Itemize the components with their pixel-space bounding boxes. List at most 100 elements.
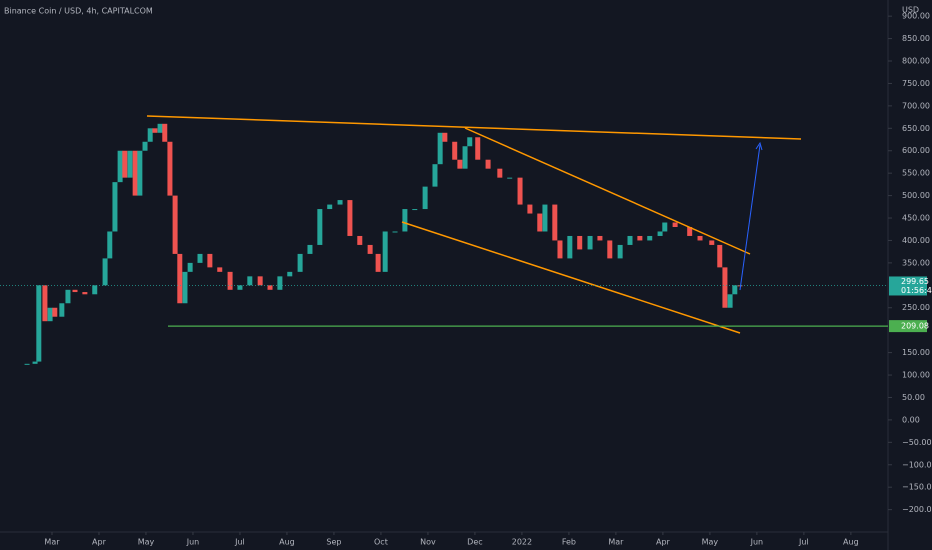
y-tick-label: 800.00 [902, 57, 930, 66]
x-tick-label: May [138, 538, 155, 547]
candle [457, 159, 463, 169]
support-label: 209.08 [901, 322, 929, 331]
candle [732, 285, 738, 295]
candle [672, 222, 678, 227]
x-tick-label: Mar [608, 538, 624, 547]
y-tick-label: 350.00 [902, 258, 930, 267]
candle [567, 235, 573, 259]
candle [607, 240, 613, 259]
candle [42, 285, 48, 322]
candle [337, 200, 343, 205]
candle [207, 253, 213, 268]
y-tick-label: 150.00 [902, 348, 930, 357]
y-tick-label: 700.00 [902, 101, 930, 110]
y-tick-label: 0.00 [902, 415, 920, 424]
candle [627, 235, 633, 245]
candle [257, 276, 263, 286]
support-tag [889, 320, 927, 333]
candle [297, 253, 303, 272]
candle [367, 244, 373, 254]
candle [197, 253, 203, 263]
y-tick-label: 850.00 [902, 34, 930, 43]
candle [82, 292, 88, 295]
y-tick-label: −100.00 [902, 460, 932, 469]
candle [36, 285, 42, 362]
x-tick-label: Apr [92, 538, 107, 547]
candle [412, 209, 418, 211]
candle [462, 146, 468, 169]
candle [72, 289, 78, 293]
y-tick-label: −150.00 [902, 483, 932, 492]
candle [137, 150, 143, 196]
candle [442, 132, 448, 142]
candle [327, 204, 333, 210]
candle [52, 307, 58, 317]
last-price-tag [889, 276, 927, 296]
y-tick-label: −200.00 [902, 505, 932, 514]
candle [267, 285, 273, 290]
y-tick-label: 50.00 [902, 393, 925, 402]
candle [467, 137, 473, 147]
projection-arrow [739, 144, 761, 291]
x-tick-label: Mar [44, 538, 60, 547]
candle [382, 231, 388, 272]
currency-label: USD [902, 6, 919, 15]
x-tick-label: 2022 [512, 538, 532, 547]
candle [247, 276, 253, 286]
x-tick-label: Jun [750, 538, 764, 547]
candle [717, 244, 723, 268]
candle [182, 271, 188, 304]
candle [47, 307, 53, 322]
candle [727, 294, 733, 308]
candle [657, 231, 663, 236]
candle [422, 186, 428, 210]
candle [617, 244, 623, 259]
candle [227, 271, 233, 290]
countdown-label: 01:56:45 [901, 286, 932, 295]
candle [172, 195, 178, 254]
candle [647, 235, 653, 241]
candle [697, 235, 703, 241]
candle [317, 209, 323, 245]
y-tick-label: 750.00 [902, 79, 930, 88]
candle [517, 177, 523, 205]
candle [597, 235, 603, 241]
x-tick-label: Sep [326, 538, 341, 547]
candle [107, 231, 113, 259]
candle [59, 303, 65, 317]
x-tick-label: May [702, 538, 719, 547]
trend-line [401, 221, 741, 334]
y-tick-label: −50.00 [902, 438, 932, 447]
candle [237, 285, 243, 290]
candle [437, 132, 443, 165]
candle [577, 235, 583, 250]
candle [142, 141, 148, 151]
candle [497, 168, 503, 178]
candle [357, 235, 363, 245]
candle [287, 271, 293, 277]
trend-line [464, 127, 751, 255]
candle [452, 141, 458, 160]
trend-line [146, 115, 802, 140]
chart-title: Binance Coin / USD, 4h, CAPITALCOM [4, 7, 153, 16]
candle [217, 267, 223, 272]
candle [177, 253, 183, 304]
last-price-label: 299.65 [901, 277, 929, 286]
candle [167, 141, 173, 196]
x-tick-label: Oct [374, 538, 388, 547]
x-tick-label: Dec [467, 538, 482, 547]
candle [24, 363, 30, 365]
candle [112, 182, 118, 232]
y-tick-label: 400.00 [902, 236, 930, 245]
x-tick-label: Jun [186, 538, 200, 547]
candle [537, 213, 543, 232]
candle [132, 150, 138, 196]
candle [307, 244, 313, 254]
x-tick-label: Jul [798, 538, 809, 547]
y-tick-label: 600.00 [902, 146, 930, 155]
candle [162, 123, 168, 142]
candle [187, 262, 193, 272]
candle [709, 240, 715, 245]
